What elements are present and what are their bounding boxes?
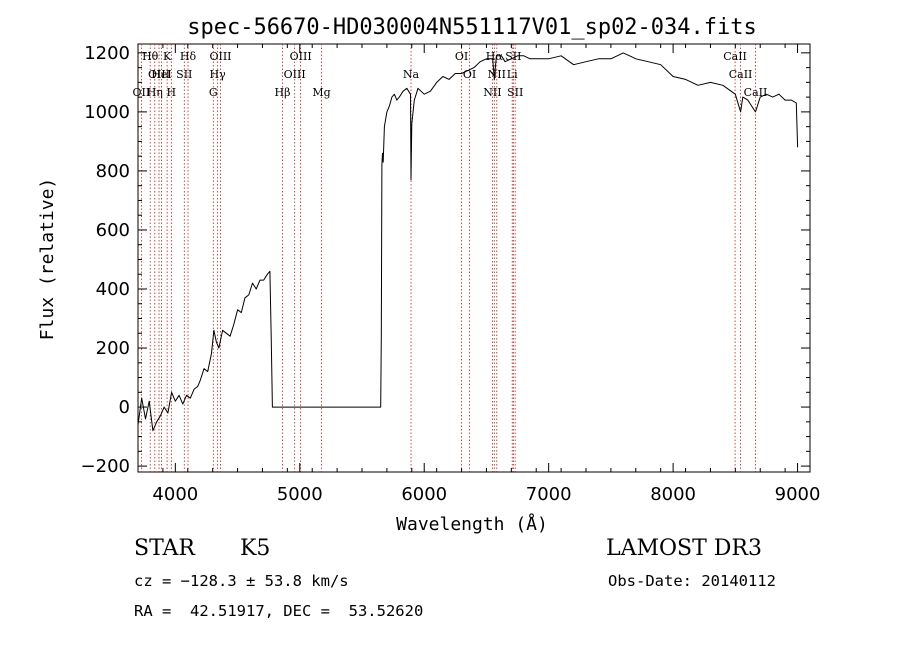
x-tick-label: 6000: [401, 484, 447, 505]
line-marker-label: CaII: [744, 86, 768, 99]
line-marker-label: K: [163, 50, 172, 63]
line-marker-label: G: [209, 86, 218, 99]
plot-frame: [137, 43, 811, 473]
line-marker-label: CaII: [723, 50, 747, 63]
line-marker-label: OIII: [284, 68, 306, 81]
survey-name: LAMOST DR3: [606, 536, 762, 561]
y-tick-label: 200: [96, 338, 130, 359]
line-marker-label: SII: [507, 86, 523, 99]
y-tick-label: 0: [119, 397, 130, 418]
line-marker-label: Hγ: [210, 68, 227, 81]
redshift-readout: cz = −128.3 ± 53.8 km/s: [134, 572, 349, 590]
line-marker-label: OI: [463, 68, 476, 81]
line-marker-label: Hθ: [142, 50, 159, 63]
y-tick-label: 800: [96, 161, 130, 182]
spectrum-line: [137, 52, 799, 432]
coordinates: RA = 42.51917, DEC = 53.52620: [134, 602, 424, 620]
line-marker-label: CaII: [729, 68, 753, 81]
y-tick-label: 400: [96, 279, 130, 300]
line-marker-label: Li: [507, 68, 518, 81]
line-marker-label: HeI: [151, 68, 171, 81]
line-marker-label: OII: [133, 86, 151, 99]
line-marker-label: Hδ: [180, 50, 197, 63]
line-marker-label: NII: [488, 68, 506, 81]
line-marker-label: Hη: [147, 86, 163, 99]
line-marker-label: OI: [455, 50, 468, 63]
line-marker-label: OIII: [148, 68, 170, 81]
line-marker-label: Hα: [486, 50, 504, 63]
x-axis-label: Wavelength (Å): [396, 513, 548, 535]
x-tick-label: 5000: [277, 484, 323, 505]
line-marker-label: OIII: [209, 50, 231, 63]
observation-date: Obs-Date: 20140112: [608, 572, 776, 590]
y-axis-label: Flux (relative): [37, 178, 58, 341]
line-marker-label: Na: [403, 68, 420, 81]
x-tick-label: 4000: [152, 484, 198, 505]
line-marker-label: H: [167, 86, 177, 99]
line-marker-label: NII: [483, 86, 501, 99]
line-marker-label: SII: [176, 68, 192, 81]
y-tick-label: 1000: [84, 102, 130, 123]
x-tick-label: 7000: [526, 484, 572, 505]
x-tick-label: 9000: [775, 484, 821, 505]
object-type: STAR: [134, 536, 195, 561]
y-tick-label: 1200: [84, 43, 130, 64]
y-tick-label: 600: [96, 220, 130, 241]
line-marker-label: SII: [505, 50, 521, 63]
chart-title: spec-56670-HD030004N551117V01_sp02-034.f…: [187, 15, 757, 40]
x-tick-label: 8000: [650, 484, 696, 505]
line-marker-label: OIII: [290, 50, 312, 63]
object-class: K5: [240, 536, 271, 561]
line-marker-label: Mg: [312, 86, 330, 99]
y-tick-label: −200: [81, 456, 130, 477]
line-marker-label: Hβ: [275, 86, 291, 99]
